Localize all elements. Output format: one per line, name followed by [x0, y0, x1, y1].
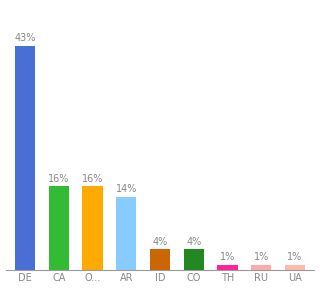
- Text: 1%: 1%: [254, 252, 269, 262]
- Text: 16%: 16%: [82, 174, 103, 184]
- Text: 43%: 43%: [14, 33, 36, 43]
- Bar: [116, 197, 136, 270]
- Bar: [49, 187, 69, 270]
- Bar: [251, 265, 271, 270]
- Bar: [285, 265, 305, 270]
- Bar: [15, 46, 35, 270]
- Bar: [184, 249, 204, 270]
- Text: 1%: 1%: [287, 252, 303, 262]
- Text: 4%: 4%: [152, 236, 168, 247]
- Bar: [82, 187, 103, 270]
- Text: 4%: 4%: [186, 236, 201, 247]
- Text: 1%: 1%: [220, 252, 235, 262]
- Text: 16%: 16%: [48, 174, 69, 184]
- Bar: [150, 249, 170, 270]
- Text: 14%: 14%: [116, 184, 137, 194]
- Bar: [217, 265, 238, 270]
